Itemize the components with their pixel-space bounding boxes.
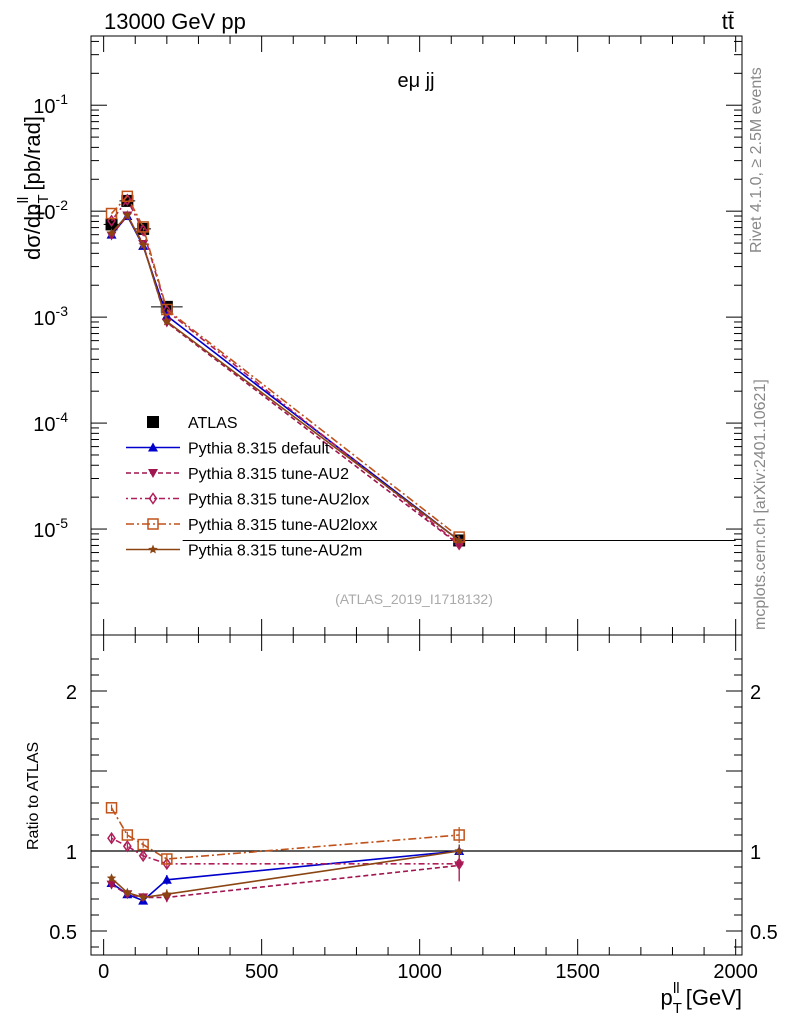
legend-entry-AU2loxx: Pythia 8.315 tune-AU2loxx (126, 517, 377, 534)
y-axis-label: dσ/dpTll [pb/rad] (15, 116, 52, 260)
data-point (137, 838, 149, 851)
final-state-label: tt̄ (722, 9, 734, 34)
x-label-unit: [GeV] (680, 985, 742, 1010)
main-series (103, 190, 736, 551)
data-point (138, 239, 148, 249)
ratio-series-AU2lox (107, 831, 464, 880)
data-point (105, 207, 118, 220)
y-tick-label: 10-3 (33, 303, 68, 330)
legend-entry-ATLAS: ATLAS (147, 415, 238, 432)
data-point (106, 228, 117, 238)
legend-label: ATLAS (188, 415, 238, 432)
data-point (138, 223, 148, 237)
data-point (107, 831, 116, 845)
x-tick-label: 1000 (397, 961, 442, 983)
legend: ATLAS Pythia 8.315 default Pythia 8.315 tu… (126, 415, 377, 560)
data-point (148, 442, 158, 452)
ratio-y-tick-label: 0.5 (49, 922, 77, 944)
data-point (454, 846, 464, 855)
x-tick-label: 500 (245, 961, 278, 983)
data-point (138, 892, 148, 902)
ratio-series (105, 802, 465, 905)
ratio-series-AU2m (106, 844, 464, 902)
legend-label: Pythia 8.315 tune-AU2loxx (188, 517, 377, 534)
legend-entry-default: Pythia 8.315 default (126, 441, 330, 458)
data-point (147, 416, 159, 428)
process-label: 13000 GeV pp (104, 9, 246, 34)
main-ticks (91, 36, 742, 636)
ratio-panel: Ratio to ATLAS 0.5 1 2 0.5 1 2 0 500 1000 1500 2… (25, 634, 778, 1017)
legend-label: Pythia 8.315 tune-AU2lox (188, 492, 369, 509)
ratio-y-tick-label: 2 (66, 682, 77, 704)
legend-entry-AU2m: Pythia 8.315 tune-AU2m (126, 543, 362, 560)
main-y-tick-labels: 10-5 10-4 10-3 10-2 10-1 (33, 91, 68, 542)
data-point (122, 839, 132, 853)
analysis-label: (ATLAS_2019_I1718132) (335, 591, 493, 607)
data-point (106, 880, 117, 890)
x-label-sup: ll (673, 980, 680, 997)
series-AU2m (106, 210, 464, 545)
rivet-version-label: Rivet 4.1.0, ≥ 2.5M events (748, 67, 765, 253)
ratio-y-tick-label-right: 0.5 (750, 922, 778, 944)
ratio-axis-label: Ratio to ATLAS (25, 742, 42, 850)
x-tick-label: 0 (98, 961, 109, 983)
x-label-sub: T (673, 1000, 682, 1017)
x-label-part: p (661, 985, 673, 1010)
data-point (148, 469, 158, 478)
ratio-y-tick-label-right: 2 (750, 682, 761, 704)
y-label-sub: T (35, 194, 52, 203)
y-label-sup: ll (15, 197, 32, 204)
data-point (161, 853, 173, 865)
y-tick-label: 10-1 (33, 91, 68, 118)
main-panel: eμ jj (ATLAS_2019_I1718132) 10-5 10-4 10… (15, 35, 743, 636)
data-point (161, 303, 173, 316)
data-point (121, 190, 134, 203)
data-point (162, 889, 172, 899)
y-label-unit: [pb/rad] (20, 116, 45, 197)
data-point (106, 873, 117, 883)
x-tick-labels: 0 500 1000 1500 2000 (98, 961, 758, 983)
data-point (121, 829, 134, 841)
data-point (147, 518, 159, 530)
data-point (454, 535, 464, 545)
ratio-series-AU2loxx (105, 802, 465, 865)
legend-label: Pythia 8.315 tune-AU2m (188, 543, 362, 560)
ratio-y-tick-labels: 0.5 1 2 (49, 682, 77, 944)
data-point (105, 802, 118, 814)
data-point (137, 221, 149, 233)
chart-title: eμ jj (397, 70, 434, 92)
data-point (162, 304, 172, 318)
data-point (138, 849, 148, 863)
series-AU2loxx (105, 190, 465, 543)
data-point (454, 857, 464, 871)
data-point (122, 887, 133, 897)
data-point (148, 544, 158, 554)
data-point (162, 316, 172, 326)
data-point (453, 829, 465, 841)
ratio-frame (90, 634, 743, 956)
ratio-y-tick-labels-right: 0.5 1 2 (750, 682, 778, 944)
legend-entry-AU2lox: Pythia 8.315 tune-AU2lox (126, 492, 369, 509)
x-tick-label: 2000 (713, 961, 758, 983)
ratio-line (110, 850, 460, 899)
source-label: mcplots.cern.ch [arXiv:2401.10621] (752, 379, 769, 630)
data-point (148, 492, 158, 505)
y-tick-label: 10-5 (33, 515, 68, 542)
ratio-ticks (91, 635, 742, 955)
ratio-y-tick-label: 1 (66, 842, 77, 864)
data-point (122, 210, 133, 220)
series-line (110, 194, 460, 538)
legend-label: Pythia 8.315 default (188, 441, 330, 458)
y-tick-label: 10-4 (33, 409, 68, 436)
legend-label: Pythia 8.315 tune-AU2 (188, 466, 349, 483)
x-tick-label: 1500 (555, 961, 600, 983)
data-point (161, 874, 172, 884)
ratio-y-tick-label-right: 1 (750, 842, 761, 864)
data-point (162, 857, 172, 871)
x-axis-label: pTll [GeV] (661, 980, 742, 1017)
y-label-part: dσ/dp (20, 204, 45, 260)
data-point (106, 231, 117, 241)
legend-entry-AU2: Pythia 8.315 tune-AU2 (126, 466, 349, 483)
